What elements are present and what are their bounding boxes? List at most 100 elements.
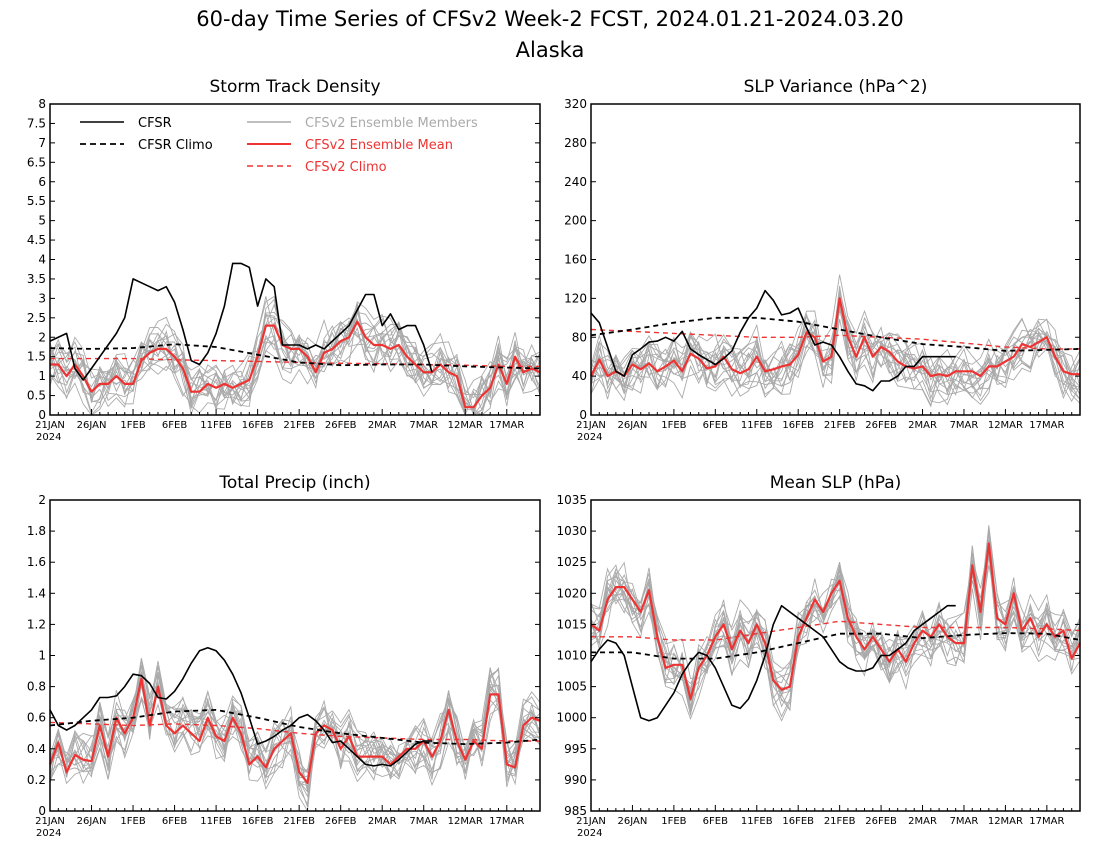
mean-slp-member-line [590,545,1081,716]
slp-variance-ytick-label: 0 [579,408,587,422]
storm-track-density-xtick-label: 16FEB [242,420,274,431]
total-precip-ytick-label: 0.6 [27,711,46,725]
legend-mean-label: CFSv2 Ensemble Mean [305,138,453,153]
total-precip-ytick-label: 0.2 [27,773,46,787]
legend-cfsr-climo-label: CFSR Climo [138,138,213,153]
panel-storm-track-density: Storm Track Density 0 0.5 1 1.5 2 2.5 3 3.5 4 4.5 5… [27,77,541,443]
total-precip-xtick-label: 7MAR [409,816,438,827]
mean-slp-xtick-label: 21FEB [824,816,856,827]
total-precip-xtick-label: 6FEB [162,816,187,827]
total-precip-ensemble-members [49,658,541,813]
mean-slp-cfsr-climo-line [591,632,1081,660]
storm-track-density-ytick-label: 1.5 [27,350,46,364]
mean-slp-xtick-label: 6FEB [703,816,728,827]
slp-variance-cfsv2-climo-line [590,328,1080,350]
total-precip-xtick-label: 17MAR [489,816,524,827]
panel-slp-variance: SLP Variance (hPa^2) 0 40 80 120 160 200 240 280… [564,77,1081,443]
total-precip-ytick-label: 1.6 [27,555,46,569]
total-precip-ensemble-mean-line [48,677,541,785]
storm-track-density-member-line [49,302,541,416]
storm-track-density-ensemble-mean-line [50,320,541,409]
slp-variance-title: SLP Variance (hPa^2) [744,77,928,97]
mean-slp-xtick-label: 21JAN [576,816,606,827]
figure-title: 60-day Time Series of CFSv2 Week-2 FCST,… [196,7,903,31]
panel-total-precip: Total Precip (inch) 0 0.2 0.4 0.6 0.8 1 1.2 1.4 1… [27,473,541,839]
slp-variance-xtick-label: 6FEB [703,420,728,431]
slp-variance-cfsr-line [590,289,956,392]
mean-slp-ytick-label: 1035 [556,493,587,507]
storm-track-density-member-line [49,314,541,414]
storm-track-density-cfsr-climo-line [49,343,541,370]
total-precip-xtick-label: 26JAN [77,816,107,827]
mean-slp-cfsr-line [590,604,956,722]
total-precip-ytick-label: 1.2 [27,617,46,631]
mean-slp-ytick-label: 985 [564,804,587,818]
mean-slp-ytick-label: 1025 [556,555,587,569]
storm-track-density-ytick-label: 6.5 [27,155,46,169]
storm-track-density-ytick-label: 3.5 [27,272,46,286]
storm-track-density-ytick-label: 0.5 [27,389,46,403]
total-precip-ytick-label: 0.8 [27,680,46,694]
total-precip-title: Total Precip (inch) [218,473,370,493]
total-precip-member-line [49,668,541,806]
mean-slp-title: Mean SLP (hPa) [770,473,902,493]
total-precip-ytick-label: 0.4 [27,742,46,756]
slp-variance-ytick-label: 120 [564,291,587,305]
mean-slp-ensemble-mean-line [590,542,1081,701]
total-precip-ytick-label: 1.8 [27,524,46,538]
storm-track-density-cfsv2-climo-line [50,357,540,368]
storm-track-density-ytick-label: 2 [38,330,46,344]
mean-slp-xtick-label: 26JAN [618,816,648,827]
slp-variance-ensemble-mean-line [590,297,1080,378]
storm-track-density-ytick-label: 8 [38,97,46,111]
total-precip-xtick-label: 26FEB [325,816,357,827]
total-precip-cfsv2-climo-line [49,721,540,742]
slp-variance-xtick-label: 1FEB [661,420,686,431]
total-precip-xtick-label: 2MAR [368,816,397,827]
storm-track-density-xtick-label: 1FEB [120,420,145,431]
storm-track-density-xtick-label: 11FEB [200,420,232,431]
total-precip-member-line [49,668,541,786]
mean-slp-ytick-label: 1015 [556,617,587,631]
mean-slp-xtick-year: 2024 [577,828,602,839]
legend-climo-label: CFSv2 Climo [305,160,387,175]
total-precip-ytick-label: 1 [38,649,46,663]
storm-track-density-xtick-label: 6FEB [162,420,187,431]
storm-track-density-ytick-label: 6 [38,175,46,189]
slp-variance-ytick-label: 80 [572,330,587,344]
mean-slp-xtick-label: 26FEB [865,816,897,827]
mean-slp-ytick-label: 1005 [556,680,587,694]
storm-track-density-ytick-label: 5 [38,214,46,228]
mean-slp-member-line [590,553,1081,695]
storm-track-density-xtick-label: 2MAR [368,420,397,431]
slp-variance-xtick-label: 21FEB [824,420,856,431]
mean-slp-xtick-label: 11FEB [741,816,773,827]
storm-track-density-ytick-label: 7 [38,136,46,150]
total-precip-xtick-label: 21FEB [283,816,315,827]
slp-variance-xtick-label: 11FEB [741,420,773,431]
mean-slp-xtick-label: 2MAR [908,816,937,827]
storm-track-density-ytick-label: 2.5 [27,311,46,325]
storm-track-density-xtick-label: 7MAR [409,420,438,431]
mean-slp-ytick-label: 1000 [556,711,587,725]
slp-variance-xtick-label: 16FEB [782,420,814,431]
slp-variance-ytick-label: 280 [564,136,587,150]
storm-track-density-member-line [49,298,541,417]
mean-slp-ytick-label: 1010 [556,649,587,663]
slp-variance-ensemble-members [590,274,1081,408]
slp-variance-xtick-label: 2MAR [908,420,937,431]
mean-slp-ytick-label: 1030 [556,524,587,538]
storm-track-density-xtick-label: 21JAN [35,420,65,431]
total-precip-xtick-label: 16FEB [242,816,274,827]
slp-variance-ytick-label: 200 [564,214,587,228]
total-precip-xtick-label: 21JAN [35,816,65,827]
storm-track-density-xtick-label: 21FEB [283,420,315,431]
storm-track-density-xtick-label: 26JAN [77,420,107,431]
mean-slp-member-line [590,530,1081,720]
slp-variance-ytick-label: 40 [572,369,587,383]
total-precip-xtick-label: 1FEB [120,816,145,827]
storm-track-density-xtick-label: 17MAR [489,420,524,431]
total-precip-xtick-label: 12MAR [448,816,483,827]
storm-track-density-xtick-label: 26FEB [325,420,357,431]
slp-variance-xtick-label: 7MAR [950,420,979,431]
